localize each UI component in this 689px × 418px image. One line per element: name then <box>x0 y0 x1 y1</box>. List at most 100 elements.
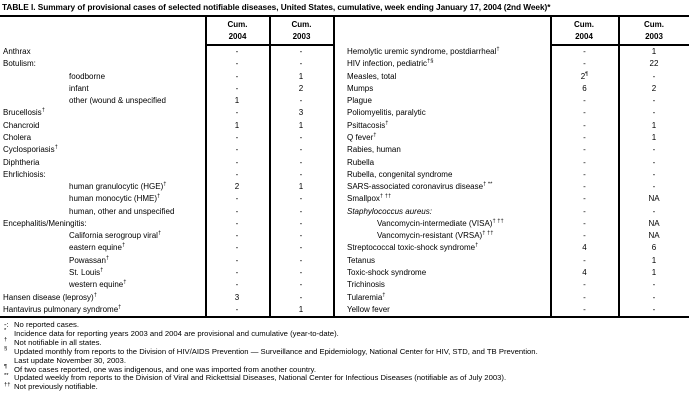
table-row: Ehrlichiosis: - - Rubella, congenital syndr… <box>0 169 689 181</box>
cum-2004-value: - <box>583 280 586 290</box>
cum-2003-value: - <box>652 182 656 192</box>
cum-2004-value: - <box>235 83 239 93</box>
disease-label: infant <box>69 83 89 93</box>
cum-2004-value: - <box>583 157 586 167</box>
disease-label: Smallpox† †† <box>347 193 392 204</box>
footnote: ¶ Of two cases reported, one was indigeno… <box>4 363 316 374</box>
cum-2003-value: - <box>299 218 303 228</box>
cum-2003-value: - <box>652 157 656 167</box>
footnote-marker: † †† <box>492 218 504 225</box>
table-row: foodborne - 1 Measles, total 2¶ - <box>0 71 689 83</box>
column-rule <box>269 15 271 318</box>
cum-2004-value: - <box>235 132 239 142</box>
cum-2004-value: - <box>583 169 586 179</box>
disease-label: Trichinosis <box>347 280 385 290</box>
cum-2004-value: - <box>583 231 586 241</box>
table-row: Hantavirus pulmonary syndrome† - 1 Yellow f… <box>0 304 689 316</box>
cum-2004-value: - <box>235 169 239 179</box>
disease-label: Plague <box>347 96 372 106</box>
table-row: human monocytic (HME)† - - Smallpox† †† - NA <box>0 193 689 205</box>
disease-label: Encephalitis/Meningitis: <box>3 218 87 228</box>
footnote-text: Not notifiable in all states. <box>14 337 102 347</box>
table-row: Anthrax - - Hemolytic uremic syndrome, post… <box>0 46 689 58</box>
cum-2003-value: NA <box>648 218 660 228</box>
cum-2003-value: 1 <box>651 255 657 265</box>
footnote-marker: † <box>121 242 126 249</box>
cum-2004-value: - <box>583 96 586 106</box>
disease-label: Mumps <box>347 83 374 93</box>
footnote-text: Updated monthly from reports to the Divi… <box>14 346 538 356</box>
cum-2003-value: - <box>299 292 303 302</box>
cum-2004-value: - <box>235 108 239 118</box>
table-bottom-rule <box>0 316 689 318</box>
cum-2004-value: - <box>235 268 239 278</box>
cum-2004-value: - <box>235 243 239 253</box>
cum-2003-value: - <box>652 206 656 216</box>
cum-2003-value: 2 <box>651 83 657 93</box>
cum-2003-value: - <box>299 169 303 179</box>
cum-2004-value: - <box>235 47 239 56</box>
footnote-text: Last update November 30, 2003. <box>14 355 126 365</box>
footnote: -: No reported cases. <box>4 320 688 330</box>
cum-2003-value: 1 <box>298 120 304 130</box>
table-row: California serogroup viral† - - Vancomycin-… <box>0 230 689 242</box>
disease-label: Hemolytic uremic syndrome, postdiarrheal… <box>347 46 500 56</box>
cum-2003-value: - <box>299 243 303 253</box>
disease-label: Cyclosporiasis† <box>3 144 58 155</box>
cum-2004-value: 2 <box>234 182 240 192</box>
cum-2004-value: - <box>583 59 586 69</box>
cum-2003-value: - <box>299 59 303 69</box>
disease-label: Tularemia† <box>347 291 386 302</box>
cum-2004-value: - <box>583 182 586 192</box>
disease-label: eastern equine† <box>69 242 126 253</box>
disease-label: Staphylococcus aureus: <box>347 206 432 216</box>
cum-2004-value: - <box>235 194 239 204</box>
footnote-marker: -: <box>4 320 9 329</box>
column-rule <box>333 15 335 318</box>
col-header-year-label: 2004 <box>575 32 593 41</box>
footnote-marker: †§ <box>427 58 434 65</box>
column-rule <box>550 15 552 318</box>
cum-2004-value: - <box>583 255 586 265</box>
cum-2004-value: 1 <box>234 96 240 106</box>
cum-2003-value: 1 <box>298 182 304 192</box>
disease-label: foodborne <box>69 71 106 81</box>
cum-2004-value: 4 <box>582 243 587 253</box>
disease-label: Measles, total <box>347 71 397 81</box>
disease-label: Botulism: <box>3 59 36 69</box>
disease-label: Toxic-shock syndrome <box>347 268 427 278</box>
cum-2003-value: - <box>652 169 656 179</box>
table-row: Brucellosis† - 3 Poliomyelitis, paralytic - - <box>0 107 689 119</box>
cum-2004-value: - <box>235 145 239 155</box>
cum-2003-value: 1 <box>651 268 657 278</box>
disease-label: Hansen disease (leprosy)† <box>3 291 97 302</box>
cum-2004-value: - <box>235 231 239 241</box>
footnote-text: Of two cases reported, one was indigenou… <box>14 364 316 374</box>
cum-2003-value: - <box>299 231 303 241</box>
cum-2003-value: 3 <box>298 108 304 118</box>
table-row: other (wound & unspecified 1 - Plague - - <box>0 95 689 107</box>
disease-label: western equine† <box>69 279 127 290</box>
table-row: western equine† - - Trichinosis - - <box>0 279 689 291</box>
cum-2003-value: - <box>299 47 303 56</box>
table-row: Powassan† - - Tetanus - 1 <box>0 255 689 267</box>
cum-2004-value: 1 <box>234 120 240 130</box>
footnote-marker: † <box>93 291 97 298</box>
table-top-rule <box>0 15 689 17</box>
table-row: Diphtheria - - Rubella - - <box>0 157 689 169</box>
cum-2004-value: 4 <box>582 268 587 278</box>
footnote-marker: † †† <box>482 230 494 237</box>
cum-2003-value: - <box>299 157 303 167</box>
cum-2003-value: 22 <box>649 59 659 69</box>
column-rule <box>205 15 207 318</box>
cum-2004-value: - <box>583 218 586 228</box>
table-row: Encephalitis/Meningitis: - - Vancomycin-int… <box>0 218 689 230</box>
footnote: † Not notifiable in all states. <box>4 337 102 347</box>
footnote-text: Incidence data for reporting years 2003 … <box>14 328 339 338</box>
disease-label: Chancroid <box>3 120 40 130</box>
footnote-marker: † <box>157 193 161 200</box>
cum-2003-value: 6 <box>651 243 657 253</box>
footnote-text: Updated weekly from reports to the Divis… <box>14 373 507 383</box>
disease-label: HIV infection, pediatric†§ <box>347 58 434 69</box>
